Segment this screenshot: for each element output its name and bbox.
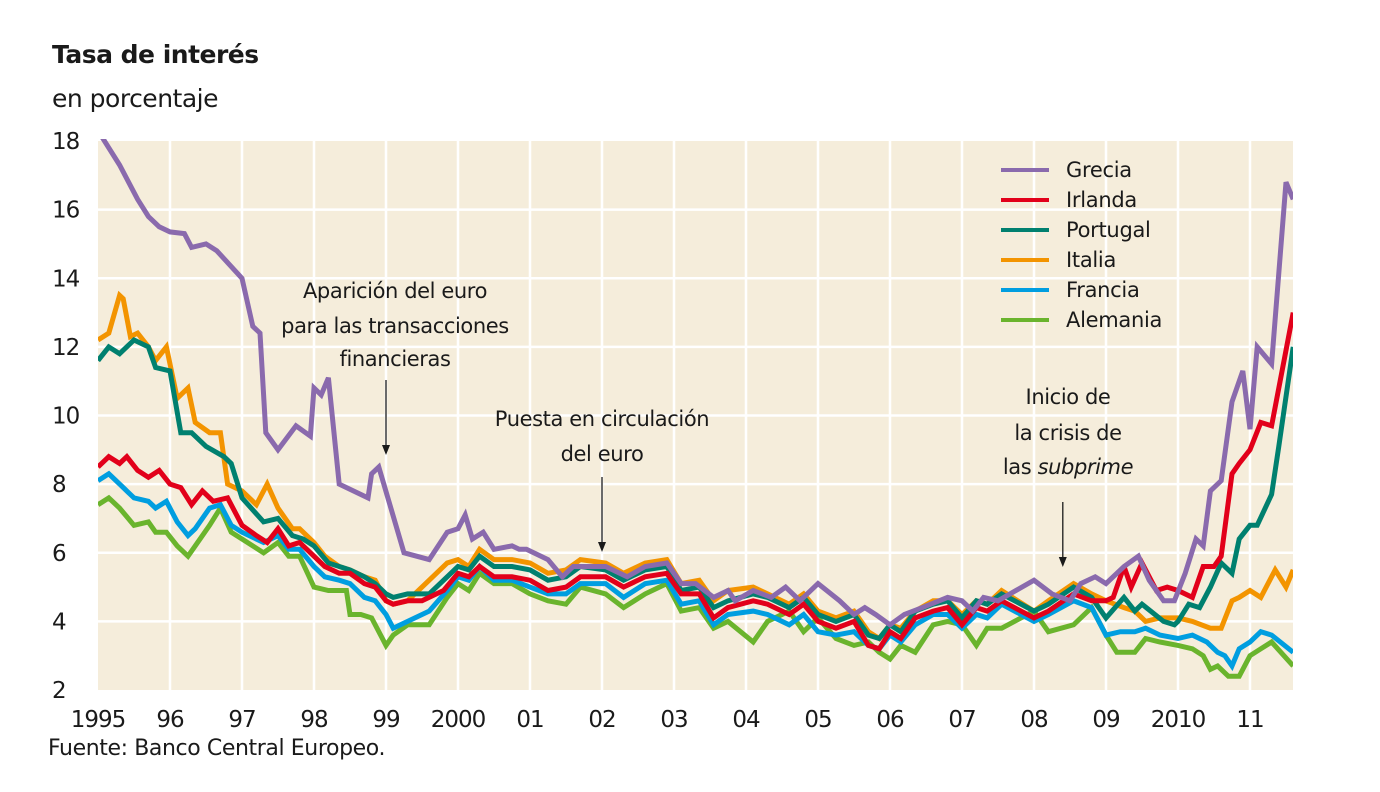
x-tick-label: 97 — [228, 707, 255, 733]
x-tick-label: 09 — [1092, 707, 1120, 733]
x-tick-label: 1995 — [71, 707, 126, 733]
x-tick-label: 03 — [660, 707, 687, 733]
chart-title: Tasa de interés — [52, 40, 259, 69]
x-tick-label: 96 — [156, 707, 184, 733]
legend: Grecia Irlanda Portugal Italia Francia Aleman… — [1001, 158, 1162, 332]
series-line-portugal — [98, 337, 1293, 642]
gridlines — [98, 141, 1293, 690]
x-tick-label: 08 — [1020, 707, 1048, 733]
x-tick-label: 11 — [1236, 707, 1263, 733]
source-note: Fuente: Banco Central Europeo. — [48, 736, 386, 761]
annotation-text: para las transacciones — [281, 314, 509, 338]
series-line-grecia — [100, 139, 1293, 628]
legend-label: Francia — [1066, 278, 1140, 302]
y-tick-label: 8 — [52, 472, 66, 498]
y-tick-label: 6 — [52, 541, 66, 567]
y-tick-label: 16 — [52, 198, 80, 224]
x-tick-label: 06 — [876, 707, 904, 733]
annotation-text: del euro — [561, 442, 644, 466]
x-tick-label: 05 — [804, 707, 831, 733]
series-line-alemania — [98, 494, 1293, 679]
annotation-text: la crisis de — [1014, 421, 1121, 445]
series-lines — [98, 139, 1293, 679]
annotation-text: Aparición del euro — [303, 279, 487, 303]
x-axis-ticks: 1995 96 97 98 99 2000 01 02 03 04 05 06 07 08 09 2010 11 — [71, 707, 1265, 733]
y-tick-label: 10 — [52, 404, 80, 430]
annotation-text: Puesta en circulación — [495, 407, 709, 431]
annotations: Aparición del euro para las transacciones… — [281, 279, 1134, 567]
annotation-text: Inicio de — [1026, 385, 1111, 409]
legend-label: Portugal — [1066, 218, 1151, 242]
y-tick-label: 4 — [52, 609, 66, 635]
x-tick-label: 2000 — [431, 707, 486, 733]
arrow-head-icon — [598, 542, 606, 552]
y-tick-label: 2 — [52, 678, 66, 704]
chart-subtitle: en porcentaje — [52, 84, 219, 113]
legend-label: Grecia — [1066, 158, 1132, 182]
arrow-head-icon — [382, 445, 390, 455]
annotation-text: financieras — [339, 347, 450, 371]
legend-label: Irlanda — [1066, 188, 1137, 212]
legend-label: Alemania — [1066, 308, 1162, 332]
y-tick-label: 18 — [52, 129, 80, 155]
series-line-irlanda — [98, 312, 1293, 652]
x-tick-label: 2010 — [1151, 707, 1206, 733]
y-tick-label: 12 — [52, 335, 79, 361]
x-tick-label: 01 — [516, 707, 543, 733]
x-tick-label: 99 — [372, 707, 400, 733]
arrow-head-icon — [1058, 557, 1067, 567]
x-tick-label: 98 — [300, 707, 328, 733]
x-tick-label: 02 — [588, 707, 615, 733]
legend-label: Italia — [1066, 248, 1116, 272]
annotation-text: las subprime — [1003, 455, 1133, 479]
y-tick-label: 14 — [52, 266, 80, 292]
x-tick-label: 04 — [732, 707, 760, 733]
x-tick-label: 07 — [948, 707, 975, 733]
y-axis-ticks: 2 4 6 8 10 12 14 16 18 — [52, 129, 81, 704]
